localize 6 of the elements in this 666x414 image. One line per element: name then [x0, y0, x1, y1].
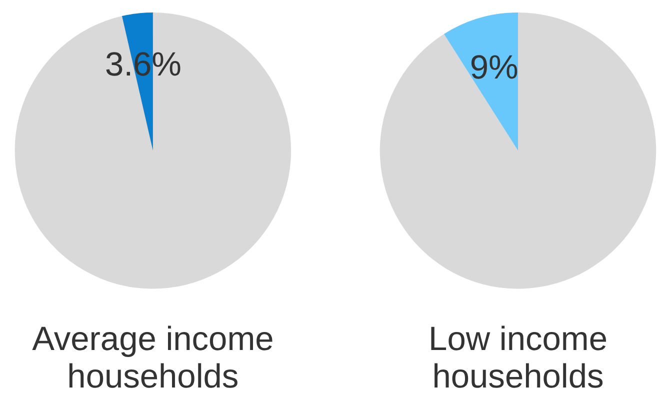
pie-slice: [15, 12, 292, 289]
pie-slice: [444, 12, 518, 151]
text: Average income households: [32, 320, 274, 396]
data-label: 9%: [470, 49, 518, 86]
pie-slice: [380, 12, 656, 289]
text: Low income households: [428, 320, 608, 396]
